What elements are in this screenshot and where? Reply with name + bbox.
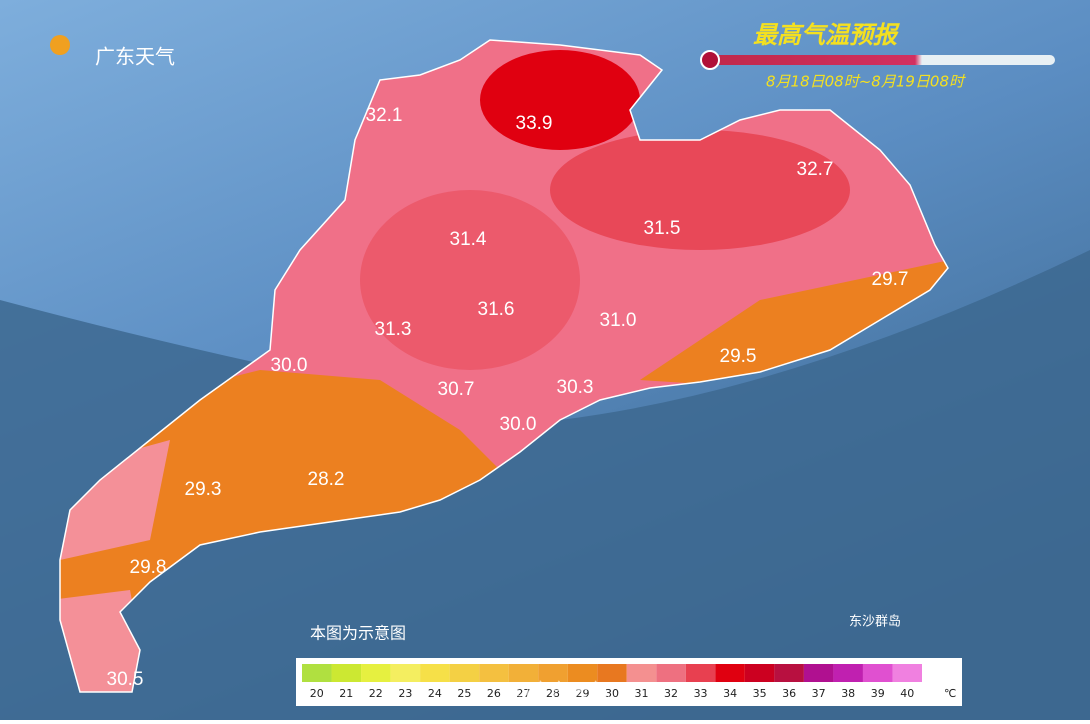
legend-swatch <box>774 664 804 682</box>
legend-value: 31 <box>635 687 649 700</box>
legend-swatch <box>361 664 391 682</box>
temperature-label: 31.6 <box>478 299 515 320</box>
legend-swatch <box>626 664 657 682</box>
temperature-label: 29.3 <box>185 479 222 500</box>
temperature-label: 31.5 <box>644 218 681 239</box>
logo-icon <box>50 35 70 55</box>
legend-swatch <box>538 664 568 682</box>
temperature-label: 29.8 <box>130 557 167 578</box>
legend-value: 20 <box>310 687 324 700</box>
legend-value: 21 <box>339 687 353 700</box>
legend-swatch <box>656 664 686 682</box>
legend-value: 23 <box>398 687 412 700</box>
logo-text: 广东天气 <box>95 45 175 69</box>
legend-swatch <box>331 664 362 682</box>
legend-value: 35 <box>753 687 767 700</box>
legend-value: 24 <box>428 687 442 700</box>
temperature-label: 30.7 <box>438 379 475 400</box>
temperature-label: 30.5 <box>107 669 144 690</box>
temperature-label: 28.2 <box>308 469 345 490</box>
legend-value: 37 <box>812 687 826 700</box>
legend-swatch <box>597 664 627 682</box>
title: 最高气温预报 <box>753 21 900 49</box>
temperature-label: 31.4 <box>450 229 487 250</box>
title-bar <box>705 55 1055 65</box>
legend-value: 29 <box>575 687 589 700</box>
legend-swatch <box>390 664 421 682</box>
legend-swatch <box>744 664 775 682</box>
legend-swatch <box>508 664 539 682</box>
legend-swatch <box>715 664 745 682</box>
legend-value: 26 <box>487 687 501 700</box>
legend-swatch <box>803 664 834 682</box>
legend-value: 25 <box>457 687 471 700</box>
legend-value: 22 <box>369 687 383 700</box>
legend-swatch <box>567 664 598 682</box>
period: 8月18日08时~8月19日08时 <box>766 73 966 91</box>
legend-unit: ℃ <box>944 687 956 700</box>
legend-value: 36 <box>782 687 796 700</box>
note: 本图为示意图 <box>310 624 406 643</box>
temperature-label: 29.7 <box>872 269 909 290</box>
legend-swatch <box>420 664 450 682</box>
legend-value: 40 <box>900 687 914 700</box>
legend-swatch <box>302 664 332 682</box>
legend-swatch <box>833 664 863 682</box>
legend-value: 32 <box>664 687 678 700</box>
temperature-label: 30.0 <box>500 414 537 435</box>
temperature-label: 29.5 <box>720 346 757 367</box>
temperature-label: 31.0 <box>600 310 637 331</box>
legend-value: 28 <box>546 687 560 700</box>
temperature-label: 31.3 <box>375 319 412 340</box>
temperature-label: 33.9 <box>516 113 553 134</box>
legend-swatch <box>892 664 922 682</box>
legend-value: 34 <box>723 687 737 700</box>
title-dot <box>700 50 720 70</box>
legend-value: 33 <box>694 687 708 700</box>
legend-value: 39 <box>871 687 885 700</box>
legend-swatch <box>449 664 480 682</box>
temperature-label: 32.7 <box>797 159 834 180</box>
temperature-label: 32.1 <box>366 105 403 126</box>
watermark: @广东天气 <box>510 679 610 703</box>
legend-value: 27 <box>516 687 530 700</box>
legend-swatch <box>685 664 716 682</box>
temperature-label: 30.0 <box>271 355 308 376</box>
island-label: 东沙群岛 <box>849 614 901 630</box>
legend-swatch <box>862 664 893 682</box>
legend-value: 38 <box>841 687 855 700</box>
legend-value: 30 <box>605 687 619 700</box>
temperature-label: 30.3 <box>557 377 594 398</box>
legend-swatch <box>479 664 509 682</box>
